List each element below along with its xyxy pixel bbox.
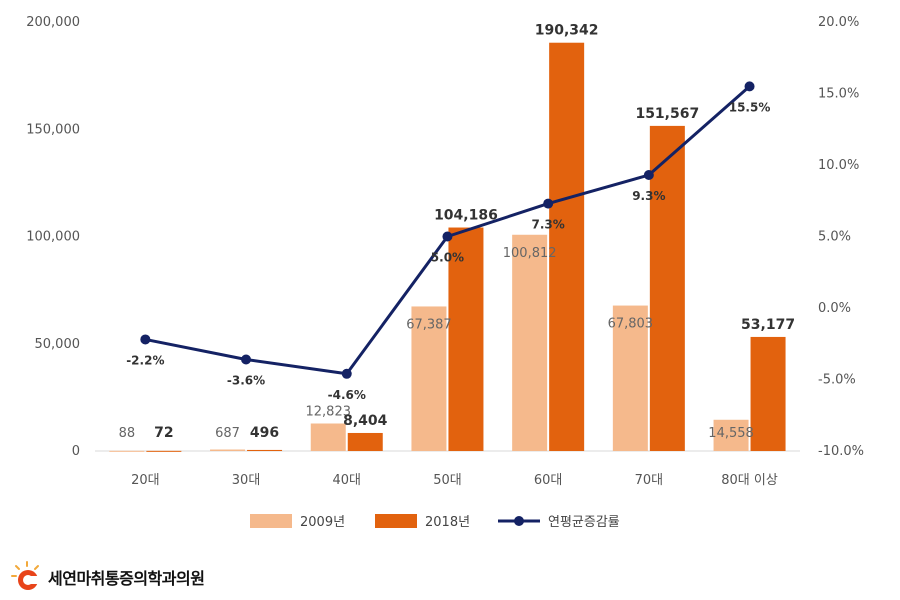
bar-2018-value-label: 53,177	[741, 317, 795, 333]
line-point	[643, 170, 654, 181]
bar-2009	[210, 449, 246, 451]
bar-2018-value-label: 72	[154, 425, 173, 441]
category-label: 80대 이상	[721, 473, 778, 488]
bar-2009-value-label: 14,558	[708, 426, 754, 441]
line-value-label: 5.0%	[431, 251, 464, 265]
bar-2009-value-label: 88	[119, 426, 136, 441]
bar-2018-value-label: 151,567	[635, 106, 699, 122]
line-series: -2.2% -3.6% -4.6% 5.0% 7.3% 9.3% 15.5%	[126, 81, 771, 402]
bar-2018	[347, 432, 383, 451]
line-value-label: 9.3%	[632, 189, 665, 203]
bar-2009	[310, 423, 346, 451]
logo-icon	[11, 561, 40, 590]
line-value-label: 7.3%	[532, 218, 565, 232]
line-point	[140, 334, 151, 345]
line-value-label: -2.2%	[126, 353, 164, 367]
category-label: 50대	[433, 473, 462, 488]
category-label: 20대	[131, 473, 160, 488]
right-axis-tick: 20.0%	[818, 15, 859, 30]
bar-2018	[549, 42, 585, 452]
line-value-label: -3.6%	[227, 373, 265, 387]
right-axis-tick: -5.0%	[818, 373, 856, 388]
bar-2009	[713, 419, 749, 451]
bar-2018	[146, 450, 182, 452]
bar-2018	[448, 227, 484, 451]
bar-2009	[612, 305, 648, 451]
category-label: 40대	[332, 473, 361, 488]
line-value-label: -4.6%	[328, 388, 366, 402]
right-axis: -10.0% -5.0% 0.0% 5.0% 10.0% 15.0% 20.0%	[818, 15, 864, 459]
bar-2018-value-label: 190,342	[535, 23, 599, 39]
line-point	[744, 81, 755, 92]
line-point	[442, 231, 453, 242]
right-axis-tick: -10.0%	[818, 444, 864, 459]
left-axis-tick: 200,000	[26, 15, 80, 30]
right-axis-tick: 15.0%	[818, 87, 859, 102]
bar-2009	[109, 450, 145, 452]
legend: 2009년 2018년 연평균증감률	[250, 514, 620, 530]
bar-2009	[411, 306, 447, 451]
line-point	[341, 368, 352, 379]
category-label: 30대	[232, 473, 261, 488]
bar-2009-value-label: 100,812	[503, 246, 557, 261]
left-axis-tick: 150,000	[26, 122, 80, 137]
line-value-label: 15.5%	[729, 100, 771, 114]
legend-label-2018: 2018년	[425, 515, 470, 530]
legend-line-marker	[514, 516, 524, 526]
legend-label-growth: 연평균증감률	[548, 515, 620, 530]
bar-2018-value-label: 104,186	[434, 208, 498, 224]
bar-2018-value-label: 8,404	[343, 413, 388, 429]
bar-2009-value-label: 687	[215, 426, 240, 441]
left-axis-tick: 50,000	[35, 337, 81, 352]
bar-2018	[247, 449, 283, 451]
right-axis-tick: 0.0%	[818, 301, 851, 316]
bar-2009-value-label: 67,803	[608, 317, 654, 332]
bar-2018-value-label: 496	[250, 425, 279, 441]
legend-label-2009: 2009년	[300, 515, 345, 530]
left-axis-tick: 0	[72, 444, 80, 459]
chart: 0 50,000 100,000 150,000 200,000 -10.0% -5.0%…	[26, 15, 864, 530]
left-axis: 0 50,000 100,000 150,000 200,000	[26, 15, 80, 459]
bar-2009-value-label: 67,387	[406, 317, 452, 332]
bar-2009	[512, 234, 548, 451]
legend-swatch-2018	[375, 514, 417, 528]
category-labels: 20대 30대 40대 50대 60대 70대 80대 이상	[131, 473, 778, 488]
bar-2009-value-label: 12,823	[306, 404, 352, 419]
right-axis-tick: 10.0%	[818, 158, 859, 173]
category-label: 70대	[635, 473, 664, 488]
right-axis-tick: 5.0%	[818, 230, 851, 245]
bars	[109, 42, 786, 452]
line-point	[543, 198, 554, 209]
logo-text: 세연마취통증의학과의원	[48, 569, 205, 588]
line-point	[241, 354, 252, 365]
left-axis-tick: 100,000	[26, 230, 80, 245]
bar-2018	[750, 336, 786, 451]
category-label: 60대	[534, 473, 563, 488]
legend-swatch-2009	[250, 514, 292, 528]
bar-2018	[649, 125, 685, 451]
logo: 세연마취통증의학과의원	[10, 560, 205, 594]
